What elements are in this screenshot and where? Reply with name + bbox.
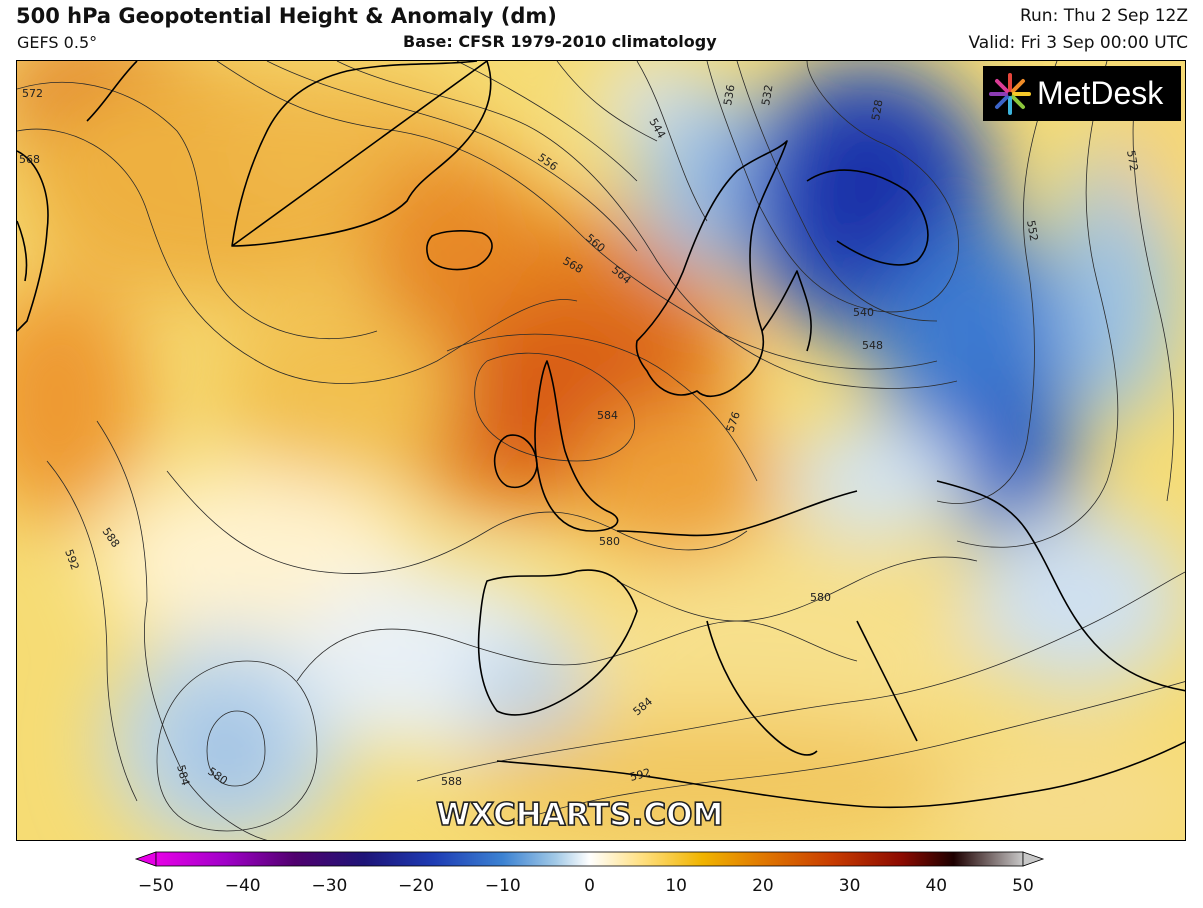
anomaly-map-canvas: 572 568 556 544 536 532 528 572 552 560 … bbox=[17, 61, 1185, 840]
metdesk-starburst-icon bbox=[989, 72, 1031, 115]
contour-label: 584 bbox=[597, 409, 618, 422]
contour-label: 580 bbox=[810, 591, 831, 604]
height-contours bbox=[17, 61, 1185, 840]
colorbar-tick-label: 0 bbox=[584, 876, 595, 896]
contour-label: 536 bbox=[721, 84, 737, 107]
contour-label: 592 bbox=[628, 766, 652, 784]
colorbar-min-arrow bbox=[134, 851, 157, 867]
colorbar-tick-label: 20 bbox=[752, 876, 774, 896]
anomaly-colorbar bbox=[134, 851, 1045, 867]
colorbar-tick-label: −40 bbox=[224, 876, 261, 896]
contour-label: 588 bbox=[441, 775, 462, 788]
colorbar-tick-label: −50 bbox=[138, 876, 174, 896]
contour-label: 572 bbox=[1124, 149, 1140, 172]
wxcharts-watermark: WXCHARTS.COM bbox=[435, 796, 724, 834]
contour-label: 580 bbox=[599, 535, 620, 548]
contour-label: 540 bbox=[853, 306, 874, 319]
colorbar-gradient bbox=[155, 851, 1024, 867]
colorbar-tick-label: 30 bbox=[838, 876, 861, 896]
colorbar-tick-label: 50 bbox=[1012, 876, 1034, 896]
colorbar-tick-label: 40 bbox=[925, 876, 948, 896]
anomaly-map: 572 568 556 544 536 532 528 572 552 560 … bbox=[16, 60, 1186, 841]
contour-label: 568 bbox=[19, 153, 40, 166]
colorbar-max-arrow bbox=[1022, 851, 1045, 867]
colorbar-tick-label: 10 bbox=[665, 876, 688, 896]
metdesk-logo: MetDesk bbox=[983, 66, 1181, 121]
contour-label: 548 bbox=[862, 339, 883, 352]
colorbar-tick-label: −30 bbox=[311, 876, 348, 896]
valid-time-label: Valid: Fri 3 Sep 00:00 UTC bbox=[968, 33, 1188, 53]
run-time-label: Run: Thu 2 Sep 12Z bbox=[1019, 6, 1188, 26]
model-label: GEFS 0.5° bbox=[17, 33, 98, 52]
anomaly-shading bbox=[17, 61, 1185, 840]
coastlines bbox=[17, 61, 1185, 809]
colorbar-tick-label: −10 bbox=[484, 876, 521, 896]
chart-title: 500 hPa Geopotential Height & Anomaly (d… bbox=[16, 4, 557, 28]
climatology-base-label: Base: CFSR 1979-2010 climatology bbox=[403, 32, 717, 51]
colorbar-tick-label: −20 bbox=[398, 876, 435, 896]
contour-label: 528 bbox=[869, 99, 885, 122]
contour-label: 584 bbox=[174, 763, 192, 787]
contour-label: 532 bbox=[759, 84, 775, 107]
contour-label: 552 bbox=[1024, 219, 1040, 242]
metdesk-logo-text: MetDesk bbox=[1037, 75, 1164, 111]
contour-label: 572 bbox=[22, 87, 43, 100]
